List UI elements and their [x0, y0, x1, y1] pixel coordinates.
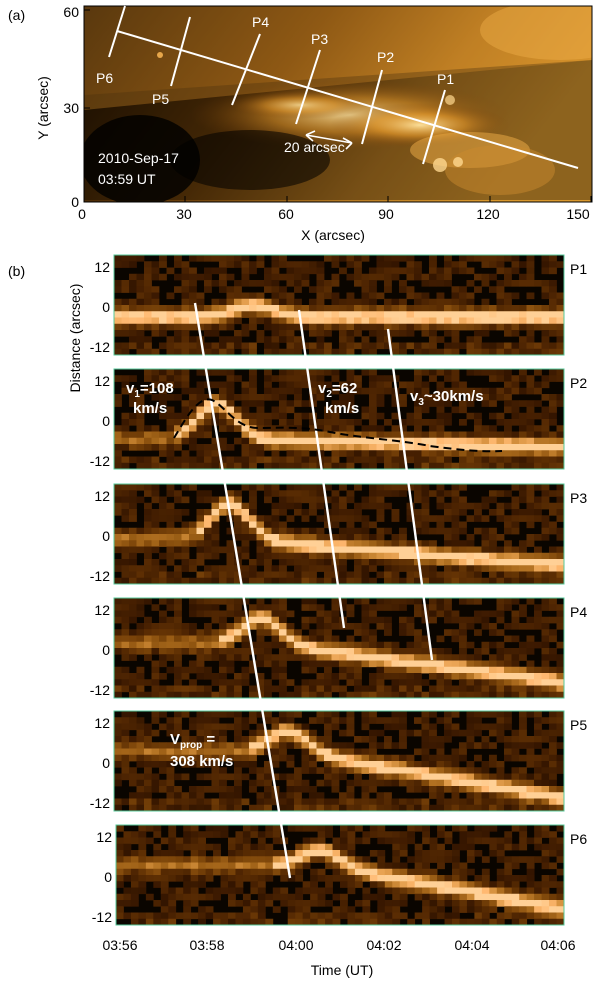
v2-annotation: v2=62	[318, 380, 357, 400]
stack-plot-frame	[113, 710, 565, 812]
stack-plot-p5	[114, 711, 564, 811]
panel-b-ylabel: Distance (arcsec)	[67, 284, 83, 393]
slit-overlay	[108, 5, 579, 169]
svg-text:90: 90	[378, 206, 394, 222]
stack-plot-label: P3	[570, 490, 587, 506]
stack-plot-ytick: 12	[94, 373, 110, 389]
panel-a-label: (a)	[8, 7, 25, 23]
stack-plot-ytick: -12	[90, 339, 110, 355]
cut-p3	[295, 49, 321, 125]
image-time: 03:59 UT	[98, 171, 156, 187]
v2-unit: km/s	[325, 400, 359, 417]
image-date: 2010-Sep-17	[98, 150, 179, 166]
stack-plot-frame	[113, 483, 565, 585]
slice-label-p5: P5	[152, 91, 169, 107]
svg-text:120: 120	[476, 206, 500, 222]
stack-plot-label: P6	[570, 831, 587, 847]
slice-label-p4: P4	[252, 14, 269, 30]
stack-plot-ytick: -12	[92, 909, 112, 925]
stack-plot-frame	[115, 824, 565, 926]
stack-plot-ytick: 0	[102, 755, 110, 771]
panel-b-label: (b)	[8, 263, 25, 279]
stack-plot-p3	[114, 484, 564, 584]
stack-plot-ytick: -12	[90, 568, 110, 584]
slice-label-p6: P6	[96, 70, 113, 86]
v1-annotation: v1=108	[126, 380, 174, 400]
stack-plot-label: P4	[570, 604, 587, 620]
svg-text:30: 30	[63, 100, 79, 116]
cut-p1	[422, 89, 446, 165]
stack-plot-ytick: 0	[102, 528, 110, 544]
stack-plot-ytick: -12	[90, 795, 110, 811]
svg-text:03:56: 03:56	[102, 937, 137, 953]
panel-a-xticks: 0 30 60 90 120 150	[78, 206, 590, 222]
stack-plot-p1	[114, 255, 564, 355]
stack-plot-ytick: -12	[90, 453, 110, 469]
svg-text:04:06: 04:06	[540, 937, 575, 953]
slice-label-p1: P1	[437, 71, 454, 87]
slice-label-p3: P3	[311, 31, 328, 47]
stack-plot-frame	[113, 368, 565, 470]
stack-plot-ytick: 0	[102, 299, 110, 315]
stack-plot-p4	[114, 598, 564, 698]
slit-line	[116, 30, 579, 169]
v3-annotation: v3~30km/s	[410, 388, 484, 408]
stack-plot-ytick: 12	[94, 715, 110, 731]
stack-plot-ytick: 12	[96, 829, 112, 845]
stack-plot-ytick: 12	[94, 488, 110, 504]
vprop-value: 308 km/s	[170, 753, 233, 770]
svg-text:03:58: 03:58	[189, 937, 224, 953]
v3-line	[386, 328, 434, 661]
p2-trace-dashed	[173, 398, 503, 453]
svg-text:60: 60	[278, 206, 294, 222]
stack-plot-ytick: 0	[102, 642, 110, 658]
svg-text:0: 0	[78, 206, 86, 222]
svg-text:60: 60	[63, 4, 79, 20]
svg-text:04:04: 04:04	[454, 937, 489, 953]
stack-plot-ytick: 0	[102, 413, 110, 429]
stack-plot-ytick: 0	[104, 869, 112, 885]
stack-plot-label: P1	[570, 261, 587, 277]
stack-plot-ytick: 12	[94, 259, 110, 275]
stack-plot-ytick: -12	[90, 682, 110, 698]
panel-a: (a)	[8, 4, 593, 243]
v1-unit: km/s	[133, 400, 167, 417]
cut-p4	[231, 33, 261, 106]
svg-text:04:02: 04:02	[366, 937, 401, 953]
stack-plot-p6	[116, 825, 564, 925]
svg-text:30: 30	[176, 206, 192, 222]
scale-arrow	[305, 134, 353, 144]
stack-plot-ytick: 12	[94, 602, 110, 618]
cut-p5	[170, 16, 191, 87]
svg-text:150: 150	[566, 206, 590, 222]
scale-label: 20 arcsec	[284, 139, 345, 155]
panel-a-ticks	[83, 9, 592, 203]
stack-plot-label: P5	[570, 717, 587, 733]
panel-b-xticks: 03:56 03:58 04:00 04:02 04:04 04:06	[102, 937, 575, 953]
panel-a-yticks: 0 30 60	[63, 4, 79, 210]
panel-a-xlabel: X (arcsec)	[301, 227, 365, 243]
stack-plot-label: P2	[570, 375, 587, 391]
panel-a-ylabel: Y (arcsec)	[35, 76, 51, 140]
svg-text:0: 0	[71, 194, 79, 210]
solar-image	[84, 6, 592, 202]
cut-p2	[361, 69, 383, 145]
cut-p6	[108, 5, 126, 58]
stack-plots: P1 12 0 -12 P2 12 0 -12 P3 12 0 -12 P4 12 0 -12 P5 12 0 -12…	[90, 254, 587, 926]
svg-text:04:00: 04:00	[278, 937, 313, 953]
v2-line	[297, 309, 346, 629]
stack-plot-frame	[113, 254, 565, 356]
panel-b: (b) Distance (arcsec) P1 12 0 -12 P2 12 0 -12 P3…	[8, 254, 587, 978]
panel-b-xlabel: Time (UT)	[311, 962, 373, 978]
vprop-annotation: Vprop =	[170, 731, 215, 751]
slice-label-p2: P2	[377, 49, 394, 65]
